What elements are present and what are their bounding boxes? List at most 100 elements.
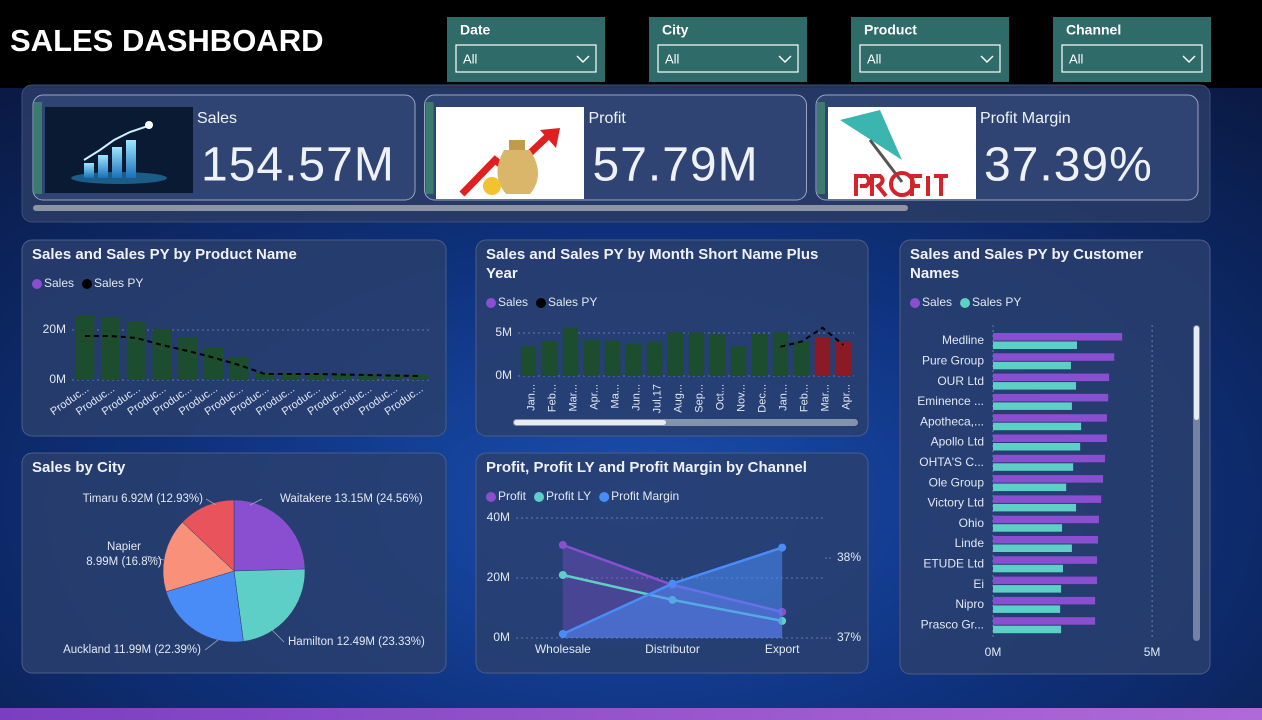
bar <box>993 503 1077 512</box>
y-tick-label: Linde <box>955 536 985 550</box>
filter-box <box>1053 17 1211 82</box>
bar <box>281 373 301 380</box>
bar <box>993 333 1123 341</box>
x-tick-label: Feb... <box>798 384 810 412</box>
x-tick-label: Nov... <box>735 384 747 412</box>
bar <box>709 333 726 376</box>
slice-name: Waitakere <box>280 493 331 505</box>
kpi-accent <box>817 102 825 194</box>
kpi-value: 37.39% <box>984 139 1153 192</box>
dropdown-chevron <box>1182 55 1196 64</box>
slice-name: Napier <box>107 541 141 553</box>
y-tick-label: Ei <box>973 577 984 591</box>
filter-dropdown[interactable] <box>859 44 1001 73</box>
icon-bar <box>112 147 122 178</box>
slice-value: 6.92M (12.93%) <box>121 493 203 505</box>
y-tick-label: 40M <box>487 510 510 524</box>
y-tick-label: Apollo Ltd <box>931 435 984 449</box>
y-tick-label: 0M <box>49 372 66 386</box>
bar <box>993 382 1077 390</box>
bottom-stripe <box>0 708 1262 720</box>
bar <box>751 333 768 376</box>
y-tick-label: 0M <box>495 368 512 382</box>
filter-value: All <box>1069 51 1084 66</box>
chart-panel <box>475 452 869 674</box>
y-tick-label: 20M <box>487 570 510 584</box>
header-bar <box>0 0 1262 88</box>
pie-slice <box>233 568 306 642</box>
icon-arrow <box>83 125 149 161</box>
scrollbar-thumb[interactable] <box>1194 326 1199 420</box>
legend-dot <box>534 492 545 502</box>
y-tick-label: 5M <box>495 325 512 339</box>
line-point <box>558 571 567 579</box>
filter-label: Date <box>460 22 491 38</box>
x-tick-label: Distributor <box>645 642 700 656</box>
bar <box>126 322 146 380</box>
slice-value: 12.49M (23.33%) <box>337 636 425 648</box>
bar <box>255 373 275 380</box>
bar <box>993 544 1072 552</box>
filter-dropdown[interactable] <box>1061 44 1203 73</box>
bar <box>667 332 684 376</box>
icon-bar <box>98 155 108 178</box>
bar <box>541 340 558 376</box>
x-tick-label: Apr... <box>840 384 852 410</box>
bar <box>993 564 1063 573</box>
legend-dot <box>536 298 547 308</box>
bar <box>993 585 1062 593</box>
filter-value: All <box>463 51 478 66</box>
bar <box>993 414 1107 422</box>
icon-spark <box>145 121 153 129</box>
kpi-icons <box>45 107 976 199</box>
bar <box>152 329 172 380</box>
slice-value: 8.99M (16.8%) <box>86 556 162 568</box>
leader-line <box>271 629 285 643</box>
kpi-value: 57.79M <box>593 139 759 192</box>
y-tick-label: Medline <box>942 333 984 347</box>
legend-dot <box>960 298 971 308</box>
filter-dropdown[interactable] <box>657 44 799 73</box>
kpi-label: Sales <box>197 110 237 127</box>
y-tick-label: Pure Group <box>922 353 984 367</box>
h-scrollbar-thumb[interactable] <box>514 420 666 425</box>
filter-label: Channel <box>1066 22 1121 38</box>
bar <box>993 361 1071 370</box>
bar <box>75 316 95 380</box>
bar <box>993 536 1098 544</box>
bar <box>993 605 1061 613</box>
line-point <box>778 543 787 552</box>
line-series <box>84 335 420 377</box>
legend-dot <box>32 279 42 289</box>
x-tick-label: 5M <box>1144 645 1161 659</box>
kpi-label: Profit Margin <box>980 110 1071 127</box>
bar <box>178 337 198 380</box>
icon-dart <box>840 110 902 160</box>
bar <box>993 617 1096 625</box>
slice-value: 11.99M (22.39%) <box>114 644 202 656</box>
icon-bag-neck <box>509 140 525 150</box>
filter-value: All <box>867 51 882 66</box>
y-tick-label: 0M <box>493 630 510 644</box>
x-tick-label: Jan... <box>525 384 537 411</box>
x-tick-label: Oct... <box>714 384 726 410</box>
x-tick-label: Jul,17 <box>651 384 663 413</box>
filter-label: City <box>662 22 689 38</box>
bar <box>793 341 810 376</box>
legend-dot <box>486 492 496 502</box>
bar <box>306 373 326 380</box>
bar <box>604 340 621 376</box>
x-tick-label: Ma... <box>609 384 621 408</box>
legend-label: Sales <box>44 276 74 290</box>
y2-tick-label: 38% <box>837 550 861 564</box>
legend-label: Sales PY <box>972 295 1021 309</box>
x-tick-label: Mar... <box>567 384 579 412</box>
filter-value: All <box>665 51 680 66</box>
title-line: Sales and Sales PY by Customer <box>910 246 1147 263</box>
y-tick-label: Ohio <box>959 516 985 530</box>
bar <box>993 596 1096 605</box>
y-tick-label: Victory Ltd <box>928 496 984 510</box>
icon-bar <box>84 163 94 178</box>
filter-dropdown[interactable] <box>455 44 597 73</box>
icon-arrowhead <box>540 128 560 148</box>
